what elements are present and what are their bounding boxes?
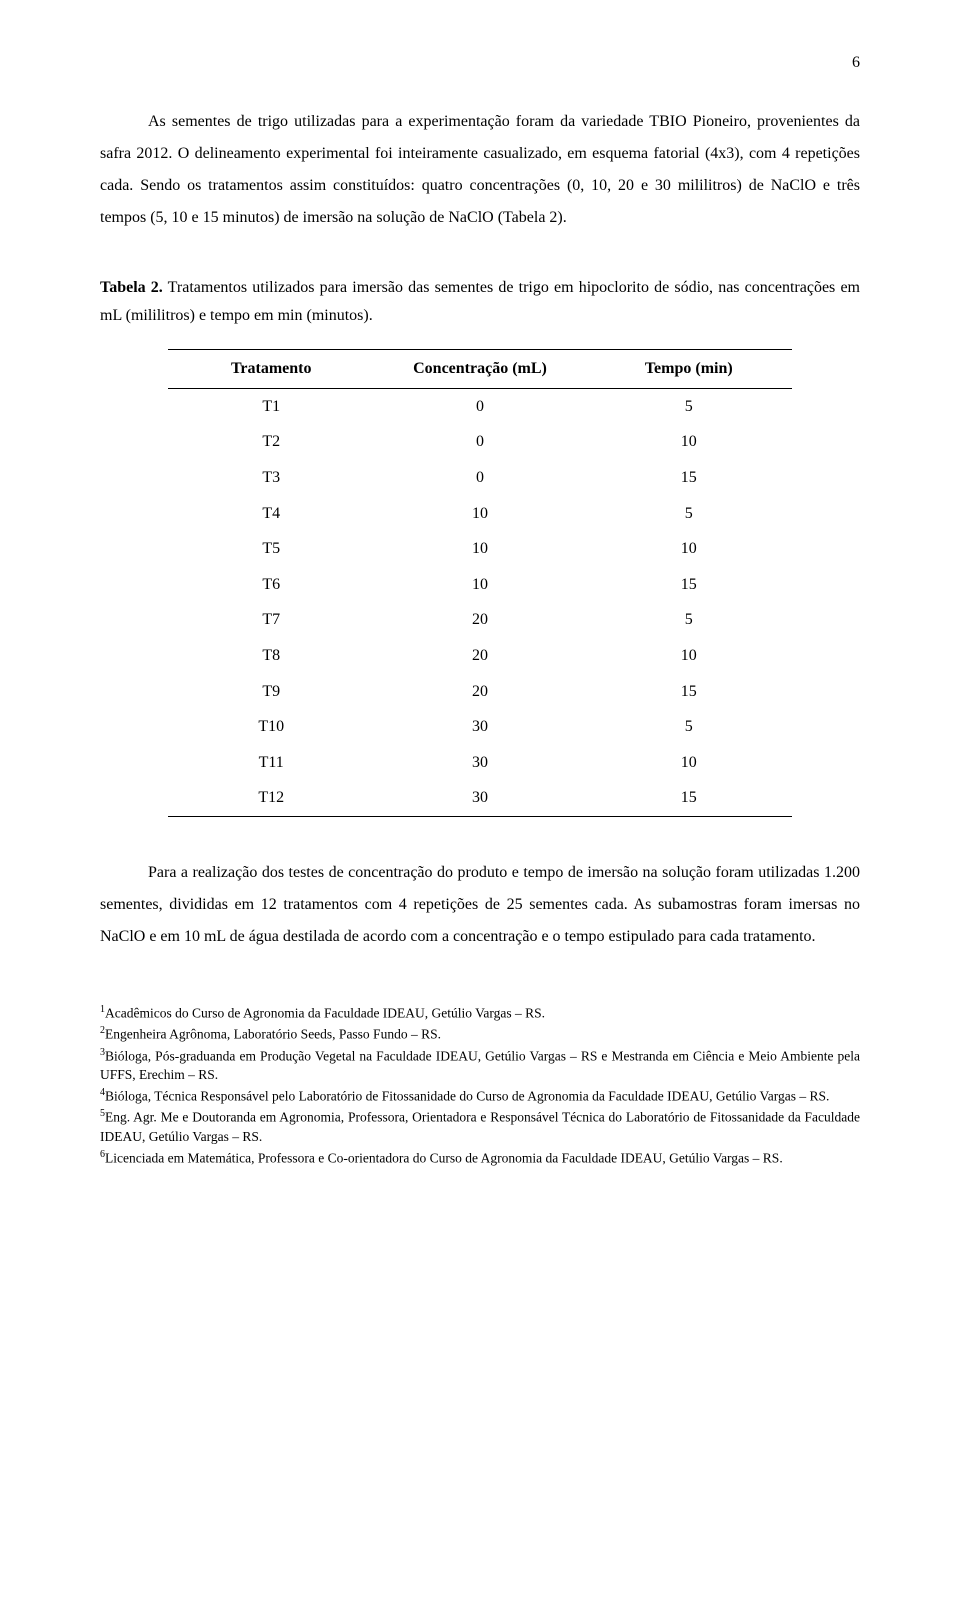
table-cell: 0 <box>374 424 586 460</box>
table-cell: 5 <box>586 388 792 424</box>
table-cell: 10 <box>586 531 792 567</box>
table-cell: 30 <box>374 745 586 781</box>
footnote: 1Acadêmicos do Curso de Agronomia da Fac… <box>100 1003 860 1023</box>
table-body: T105T2010T3015T4105T51010T61015T7205T820… <box>168 388 791 816</box>
table-cell: T9 <box>168 674 374 710</box>
table-cell: T3 <box>168 460 374 496</box>
table-cell: T10 <box>168 709 374 745</box>
table-cell: 20 <box>374 638 586 674</box>
table-row: T7205 <box>168 602 791 638</box>
footnote-text: Bióloga, Pós-graduanda em Produção Veget… <box>100 1048 860 1082</box>
table-cell: 10 <box>586 745 792 781</box>
footnote-text: Acadêmicos do Curso de Agronomia da Facu… <box>105 1005 545 1020</box>
footnote: 2Engenheira Agrônoma, Laboratório Seeds,… <box>100 1024 860 1044</box>
table-row: T10305 <box>168 709 791 745</box>
table-row: T2010 <box>168 424 791 460</box>
table-col-concentracao: Concentração (mL) <box>374 350 586 389</box>
table-cell: T1 <box>168 388 374 424</box>
table-row: T82010 <box>168 638 791 674</box>
table-cell: 0 <box>374 388 586 424</box>
table-row: T105 <box>168 388 791 424</box>
table-caption-text: Tratamentos utilizados para imersão das … <box>100 279 860 325</box>
table-cell: 0 <box>374 460 586 496</box>
table-cell: 15 <box>586 674 792 710</box>
table-cell: 5 <box>586 602 792 638</box>
table-cell: 10 <box>374 496 586 532</box>
table-cell: 5 <box>586 709 792 745</box>
body-paragraph-1: As sementes de trigo utilizadas para a e… <box>100 106 860 234</box>
footnote: 6Licenciada em Matemática, Professora e … <box>100 1148 860 1168</box>
footnote: 4Bióloga, Técnica Responsável pelo Labor… <box>100 1086 860 1106</box>
footnote-text: Bióloga, Técnica Responsável pelo Labora… <box>105 1088 829 1103</box>
table-cell: 30 <box>374 780 586 816</box>
footnote-text: Engenheira Agrônoma, Laboratório Seeds, … <box>105 1027 441 1042</box>
table-cell: T11 <box>168 745 374 781</box>
footnotes: 1Acadêmicos do Curso de Agronomia da Fac… <box>100 1003 860 1168</box>
table-row: T123015 <box>168 780 791 816</box>
table-cell: T4 <box>168 496 374 532</box>
treatments-table: Tratamento Concentração (mL) Tempo (min)… <box>168 349 791 817</box>
table-cell: 20 <box>374 602 586 638</box>
table-caption-label: Tabela 2. <box>100 279 163 296</box>
body-paragraph-2: Para a realização dos testes de concentr… <box>100 857 860 953</box>
table-col-tempo: Tempo (min) <box>586 350 792 389</box>
table-cell: 20 <box>374 674 586 710</box>
table-cell: 10 <box>374 531 586 567</box>
footnote-text: Eng. Agr. Me e Doutoranda em Agronomia, … <box>100 1110 860 1144</box>
table-cell: T6 <box>168 567 374 603</box>
table-row: T61015 <box>168 567 791 603</box>
table-caption: Tabela 2. Tratamentos utilizados para im… <box>100 274 860 332</box>
table-cell: 10 <box>374 567 586 603</box>
table-cell: 5 <box>586 496 792 532</box>
table-cell: 15 <box>586 567 792 603</box>
table-cell: 15 <box>586 460 792 496</box>
table-cell: T8 <box>168 638 374 674</box>
page-number: 6 <box>100 50 860 76</box>
table-row: T4105 <box>168 496 791 532</box>
table-cell: 10 <box>586 638 792 674</box>
table-row: T3015 <box>168 460 791 496</box>
table-row: T113010 <box>168 745 791 781</box>
footnote: 3Bióloga, Pós-graduanda em Produção Vege… <box>100 1046 860 1085</box>
table-cell: 10 <box>586 424 792 460</box>
table-cell: 30 <box>374 709 586 745</box>
footnote-text: Licenciada em Matemática, Professora e C… <box>105 1150 783 1165</box>
table-cell: 15 <box>586 780 792 816</box>
table-cell: T5 <box>168 531 374 567</box>
table-cell: T12 <box>168 780 374 816</box>
table-cell: T7 <box>168 602 374 638</box>
table-row: T51010 <box>168 531 791 567</box>
footnote: 5Eng. Agr. Me e Doutoranda em Agronomia,… <box>100 1107 860 1146</box>
table-header-row: Tratamento Concentração (mL) Tempo (min) <box>168 350 791 389</box>
table-col-tratamento: Tratamento <box>168 350 374 389</box>
table-cell: T2 <box>168 424 374 460</box>
table-row: T92015 <box>168 674 791 710</box>
